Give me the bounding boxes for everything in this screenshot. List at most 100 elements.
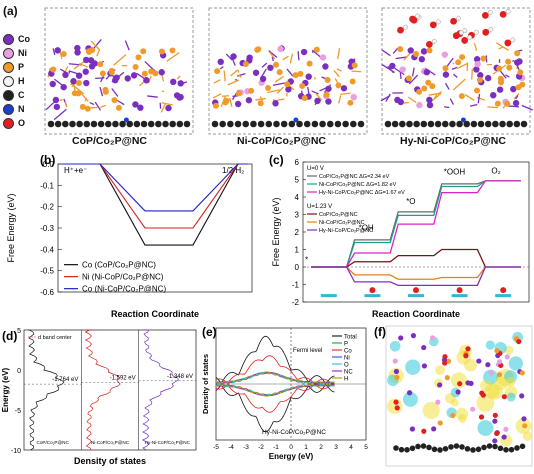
carbon-atom	[399, 121, 406, 128]
atom	[411, 333, 416, 338]
carbon-atom	[406, 121, 413, 128]
structure-1	[46, 39, 190, 127]
atom	[455, 389, 460, 394]
bond	[283, 56, 289, 60]
bond	[393, 48, 398, 53]
carbon-atom	[393, 445, 399, 451]
x-tick-label: 1	[304, 444, 308, 451]
legend-u0-title: U=0 V	[307, 166, 324, 172]
oxygen-atom	[453, 32, 460, 39]
hydrogen-atom	[511, 38, 515, 42]
y-tick-label: 6	[295, 158, 300, 167]
atom	[421, 429, 426, 434]
bond	[100, 105, 105, 107]
x-axis-title: Energy (eV)	[269, 452, 314, 461]
carbon-atom	[69, 121, 76, 128]
adsorbate-icon	[369, 287, 375, 293]
phosphorus-atom	[213, 103, 219, 109]
bond	[235, 80, 237, 81]
atom	[394, 369, 399, 374]
carbon-atom	[506, 121, 513, 128]
phosphorus-atom	[302, 95, 308, 101]
hydrogen-atom	[488, 10, 492, 14]
nickel-atom	[320, 54, 326, 60]
carbon-atom	[358, 121, 365, 128]
carbon-atom	[413, 121, 420, 128]
y-tick-label: 0	[17, 368, 21, 375]
atom	[445, 375, 450, 380]
bond	[53, 48, 55, 55]
nickel-atom	[442, 51, 448, 57]
y-tick-label: 0	[295, 263, 300, 272]
cobalt-atom	[131, 72, 137, 78]
surface-icon	[321, 294, 337, 297]
charge-density-lobe	[390, 341, 401, 352]
carbon-atom	[514, 445, 520, 451]
y-axis-title: Energy (eV)	[1, 367, 10, 412]
cobalt-atom	[389, 63, 395, 69]
carbon-atom	[520, 444, 526, 450]
nickel-atom	[399, 66, 405, 72]
carbon-atom	[449, 121, 456, 128]
atom	[485, 362, 490, 367]
nickel-atom	[351, 94, 357, 100]
cobalt-atom	[325, 98, 331, 104]
x-tick-label: -5	[213, 444, 219, 451]
charge-density-lobe	[477, 420, 493, 436]
phosphorus-atom	[236, 90, 242, 96]
adsorbate-icon	[500, 287, 506, 293]
panel-d-label: (d)	[2, 329, 17, 343]
phosphorus-atom	[426, 47, 432, 53]
carbon-atom	[91, 121, 98, 128]
charge-density-lobe	[456, 350, 470, 364]
y-tick-label: -0.6	[40, 288, 54, 297]
charge-density-lobe	[435, 365, 445, 375]
phosphorus-atom	[314, 47, 320, 53]
surface-icon	[364, 294, 380, 297]
carbon-atom	[98, 121, 105, 128]
bond	[80, 92, 88, 101]
phosphorus-atom	[243, 61, 249, 67]
oxygen-atom	[482, 29, 489, 36]
atom	[497, 372, 502, 377]
atom	[520, 370, 525, 375]
cobalt-atom	[54, 104, 60, 110]
bond	[298, 51, 299, 60]
carbon-atom	[415, 444, 421, 450]
carbon-atom	[342, 121, 349, 128]
cobalt-atom	[424, 69, 430, 75]
phosphorus-atom	[347, 100, 353, 106]
bond	[339, 95, 341, 103]
dos-curve-1	[28, 330, 64, 450]
bond	[97, 49, 100, 56]
carbon-atom	[335, 121, 342, 128]
y-axis-title: Density of states	[201, 354, 210, 414]
atom	[465, 346, 470, 351]
cobalt-atom	[421, 48, 427, 54]
atom	[470, 407, 475, 412]
hydrogen-atom	[432, 39, 436, 43]
oxygen-atom	[409, 16, 416, 23]
atom	[519, 393, 524, 398]
y-tick-label: -0.5	[40, 267, 54, 276]
series-line-6	[311, 267, 521, 285]
phosphorus-atom	[429, 83, 435, 89]
carbon-atom	[273, 121, 280, 128]
cobalt-atom	[497, 86, 503, 92]
bond	[273, 83, 285, 85]
carbon-atom	[503, 447, 509, 453]
carbon-atom	[521, 121, 528, 128]
bond	[290, 54, 292, 64]
x-tick-label: 5	[364, 444, 368, 451]
phosphorus-atom	[100, 70, 106, 76]
atom	[476, 358, 481, 363]
y-tick-label: -10	[11, 448, 21, 455]
atom	[465, 380, 470, 385]
phosphorus-atom	[413, 51, 419, 57]
carbon-atom	[392, 121, 399, 128]
nickel-atom	[416, 102, 422, 108]
carbon-atom	[404, 447, 410, 453]
phosphorus-atom	[335, 82, 341, 88]
pdos-co-down	[216, 385, 335, 413]
